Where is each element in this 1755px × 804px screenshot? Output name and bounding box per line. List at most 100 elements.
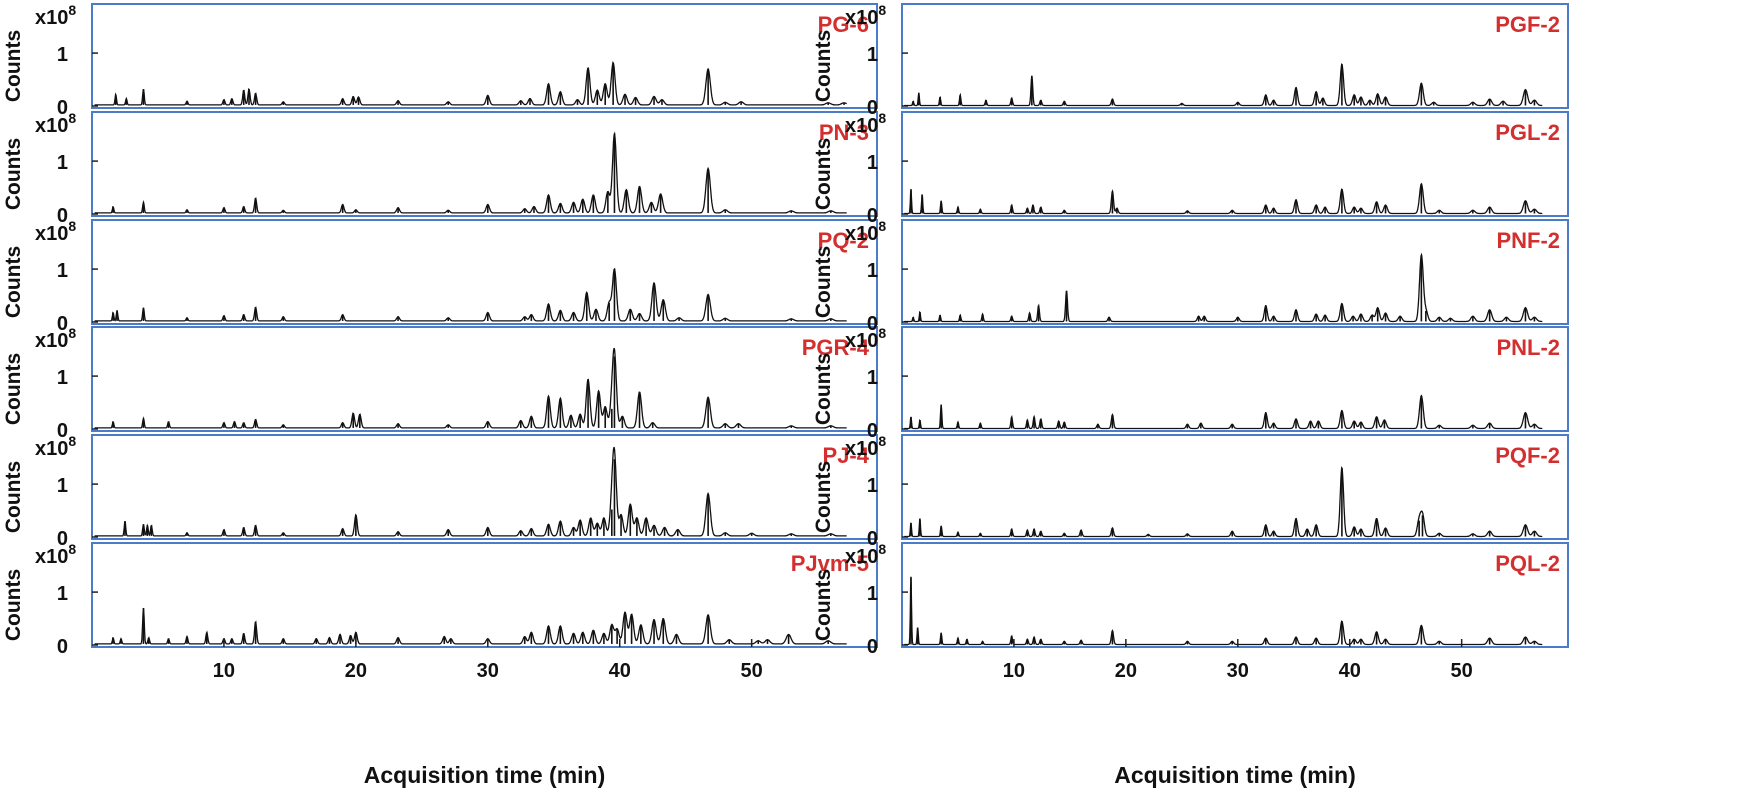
y-scale-exponent: 8 [878,433,886,449]
panel-name: PN-3 [819,120,869,145]
chromatogram-trace [904,182,1543,215]
chromatogram-trace [904,578,1543,646]
x-axis-label: Acquisition time (min) [364,762,606,788]
y-scale-base: x10 [35,7,68,29]
x-tick-label: 10 [1003,660,1025,682]
y-scale-label: x108 [35,110,76,137]
panel-name: PQL-2 [1495,551,1560,576]
panel-name: PGL-2 [1495,120,1560,145]
y-scale-base: x10 [35,546,68,568]
panel-frame [91,326,878,432]
chart-panel: 0 1 x108 Counts PGF-2 [812,2,1569,119]
y-scale-base: x10 [845,438,878,460]
y-tick-label: 0 [57,528,68,550]
panel-name: PNF-2 [1496,228,1560,253]
panel-frame [91,3,878,109]
y-scale-exponent: 8 [68,325,76,341]
chart-panel: 0 1 x108 Counts PGL-2 [812,110,1569,227]
y-scale-exponent: 8 [68,218,76,234]
panel-frame [91,219,878,325]
y-tick-label: 1 [57,475,68,497]
panel-frame [91,434,878,540]
chromatogram-trace [94,267,847,322]
x-tick-label: 40 [609,660,631,682]
panel-name: PGF-2 [1495,12,1560,37]
chromatogram-trace [94,60,847,106]
panel-frame [91,542,878,648]
y-tick-label: 0 [867,205,878,227]
y-scale-label: x108 [845,325,886,352]
chromatogram-trace [904,466,1543,538]
y-tick-label: 1 [867,260,878,282]
y-scale-exponent: 8 [68,110,76,126]
y-scale-label: x108 [35,433,76,460]
x-tick-label: 20 [1115,660,1137,682]
y-tick-label: 1 [867,583,878,605]
y-scale-base: x10 [845,546,878,568]
chromatogram-trace [904,394,1543,430]
chromatogram-trace [94,608,847,645]
y-axis-label: Counts [2,138,25,210]
y-scale-label: x108 [35,218,76,245]
x-tick-label: 20 [345,660,367,682]
y-tick-label: 1 [57,583,68,605]
y-scale-base: x10 [35,115,68,137]
panel-name: PGR-4 [802,335,870,360]
y-axis-label: Counts [812,138,835,210]
x-tick-label: 40 [1339,660,1361,682]
y-scale-exponent: 8 [878,2,886,18]
chart-panel: 0 1 x108 Counts PQL-2 10 20 30 40 50 Acquisition t… [812,541,1569,788]
chart-panel: 0 1 x108 Counts PNF-2 [812,218,1569,335]
panel-frame [901,326,1569,432]
x-axis-label: Acquisition time (min) [1114,762,1356,788]
y-tick-label: 1 [57,44,68,66]
y-scale-exponent: 8 [878,541,886,557]
y-tick-label: 0 [867,97,878,119]
y-scale-label: x108 [845,110,886,137]
y-scale-exponent: 8 [68,541,76,557]
y-scale-base: x10 [845,115,878,137]
y-scale-base: x10 [845,223,878,245]
y-tick-label: 0 [57,636,68,658]
panel-name: PQ-2 [818,228,869,253]
y-tick-label: 0 [57,420,68,442]
x-tick-label: 30 [1227,660,1249,682]
y-tick-label: 0 [867,636,878,658]
y-tick-label: 1 [57,367,68,389]
y-scale-exponent: 8 [878,110,886,126]
y-axis-label: Counts [812,30,835,102]
y-axis-label: Counts [2,569,25,641]
y-tick-label: 1 [867,367,878,389]
panel-name: PNL-2 [1496,335,1560,360]
panel-frame [901,3,1569,109]
y-axis-label: Counts [2,30,25,102]
y-scale-label: x108 [845,433,886,460]
y-tick-label: 0 [867,420,878,442]
y-tick-label: 1 [867,152,878,174]
y-scale-label: x108 [845,218,886,245]
panel-name: PG-6 [818,12,869,37]
y-tick-label: 0 [867,528,878,550]
x-tick-label: 50 [741,660,763,682]
y-scale-label: x108 [35,2,76,29]
y-axis-label: Counts [812,353,835,425]
panel-frame [91,111,878,217]
y-tick-label: 1 [57,260,68,282]
panel-frame [901,542,1569,648]
y-scale-label: x108 [35,325,76,352]
chromatogram-trace [94,446,847,537]
chart-panel: 0 1 x108 Counts PQF-2 [812,433,1569,550]
y-scale-base: x10 [35,438,68,460]
chromatogram-trace [904,63,1543,107]
chromatogram-trace [904,252,1543,323]
y-scale-exponent: 8 [878,325,886,341]
y-scale-label: x108 [845,541,886,568]
y-scale-base: x10 [35,223,68,245]
y-tick-label: 0 [57,97,68,119]
